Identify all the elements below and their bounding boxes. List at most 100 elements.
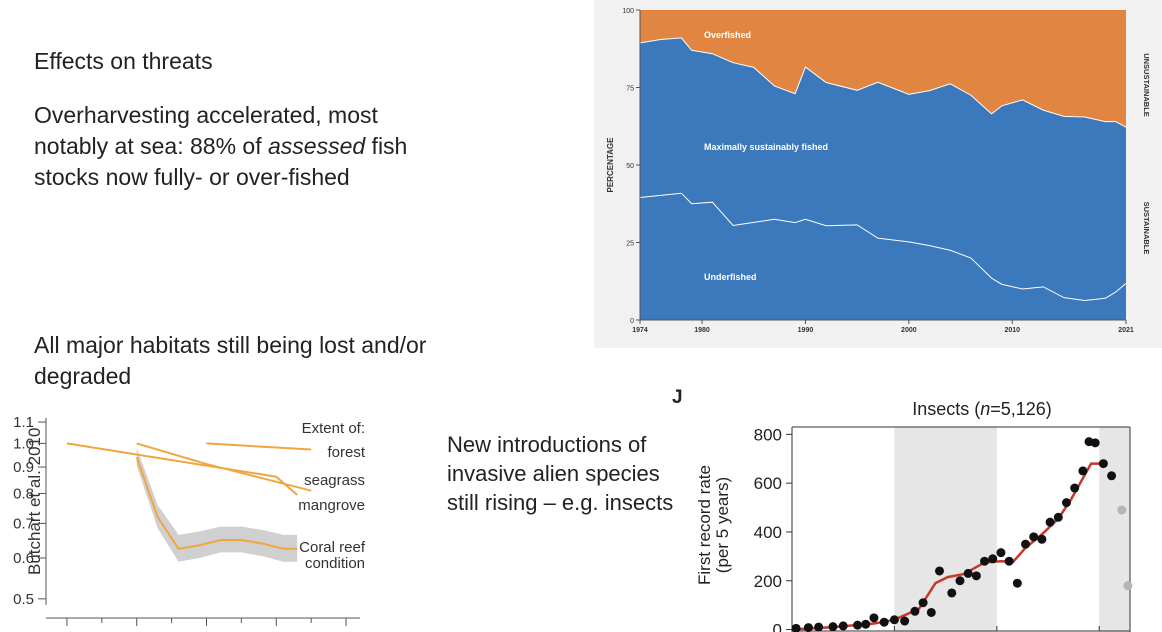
- p1-text-end: fish stocks now fully- or over-fished: [34, 133, 408, 190]
- habitat-y-tick-label: 1.1: [13, 414, 34, 431]
- insect-data-point: [1061, 498, 1071, 508]
- insect-data-point: [988, 554, 998, 564]
- insect-data-point: [869, 613, 879, 623]
- insect-y-label-line1: First record rate: [695, 465, 714, 585]
- insect-data-point: [1078, 466, 1088, 476]
- insect-data-point: [926, 607, 936, 617]
- habitat-lines: [66, 442, 312, 550]
- insect-chart-bands: [894, 427, 1130, 632]
- insect-data-point: [791, 623, 801, 632]
- insect-chart-axes: 0 200 400 600 800: [754, 425, 1131, 632]
- coral-reef-confidence-band: [136, 447, 298, 562]
- habitat-line-forest: [206, 442, 312, 451]
- habitat-y-tick-label: 1.0: [13, 435, 34, 452]
- fish-x-tick-label: 2000: [901, 327, 917, 334]
- insect-data-point: [1090, 438, 1100, 448]
- fish-chart-axes: 0 25 50 75 100 1974 1980 1990 2000 2010 2021: [622, 8, 1134, 334]
- insect-points: [791, 437, 1133, 632]
- insect-y-tick-label: 600: [754, 474, 782, 493]
- insect-data-point: [1037, 534, 1047, 544]
- insect-data-point: [1045, 517, 1055, 527]
- fish-y-axis-label: PERCENTAGE: [606, 137, 615, 193]
- insect-data-point: [1021, 539, 1031, 549]
- habitat-line-coral-reef: [135, 456, 298, 550]
- fish-x-tick-label: 1990: [798, 327, 814, 334]
- insect-data-point: [900, 616, 910, 626]
- insect-data-point: [828, 622, 838, 632]
- habitat-line-mangrove: [136, 442, 312, 492]
- insect-data-point: [1029, 532, 1039, 542]
- insect-data-point: [918, 598, 928, 608]
- insect-y-tick-label: 0: [773, 621, 782, 632]
- insect-shaded-band: [894, 427, 997, 632]
- insect-data-point: [814, 622, 824, 632]
- line-underfished-boundary: [639, 192, 1127, 301]
- fish-stocks-chart: 0 25 50 75 100 1974 1980 1990 2000 2010 2021 Overf…: [594, 0, 1162, 348]
- insect-data-point: [1107, 471, 1117, 481]
- habitat-y-tick-label: 0.5: [13, 591, 34, 608]
- habitat-chart-axes: 0.50.60.70.80.91.01.11970198019902000201…: [13, 414, 363, 632]
- side-label-sustainable: SUSTAINABLE: [1142, 202, 1151, 255]
- fish-x-tick-label: 2021: [1118, 327, 1134, 334]
- habitat-y-tick-label: 0.7: [13, 515, 34, 532]
- overharvesting-paragraph: Overharvesting accelerated, most notably…: [34, 100, 444, 193]
- p1-emphasis: assessed: [268, 133, 366, 159]
- legend-title: Extent of:: [302, 420, 365, 437]
- habitat-line-seagrass: [66, 442, 298, 496]
- invasive-species-paragraph: New introductions of invasive alien spec…: [447, 432, 674, 515]
- region-label-max-sustainable: Maximally sustainably fished: [704, 142, 828, 152]
- insect-introductions-chart: 0 200 400 600 800 J Insects (n=5,126) First …: [672, 387, 1133, 632]
- fish-y-tick-label: 75: [626, 86, 634, 93]
- p1-text-start: Overharvesting accelerated, most notably…: [34, 102, 378, 159]
- insect-data-point: [955, 576, 965, 586]
- insect-data-point: [853, 620, 863, 630]
- label-mangrove: mangrove: [298, 497, 365, 514]
- habitat-extent-chart: 0.50.60.70.80.91.01.11970198019902000201…: [13, 414, 366, 632]
- insect-data-point: [1053, 512, 1063, 522]
- insect-y-label-line2: (per 5 years): [713, 477, 732, 573]
- region-label-underfished: Underfished: [704, 272, 757, 282]
- fish-x-tick-label: 2010: [1004, 327, 1020, 334]
- panel-letter: J: [672, 387, 683, 408]
- insect-y-tick-label: 400: [754, 523, 782, 542]
- fish-y-tick-label: 0: [630, 318, 634, 325]
- insect-data-point: [803, 623, 813, 632]
- habitat-paragraph: All major habitats still being lost and/…: [34, 332, 427, 389]
- insect-data-point: [1098, 459, 1108, 469]
- fish-x-tick-label: 1974: [632, 327, 648, 334]
- insect-data-point: [996, 548, 1006, 558]
- insect-data-point: [1012, 578, 1022, 588]
- insect-data-point: [934, 566, 944, 576]
- insect-shaded-band: [1099, 427, 1130, 632]
- insect-y-tick-label: 200: [754, 572, 782, 591]
- insect-data-point: [861, 619, 871, 629]
- fish-chart-areas: [639, 10, 1127, 321]
- insect-y-tick-label: 800: [754, 425, 782, 444]
- label-coral-reef: Coral reef: [299, 539, 366, 556]
- insect-data-point: [838, 621, 848, 631]
- insect-data-point: [947, 588, 957, 598]
- slide-heading: Effects on threats: [34, 48, 213, 74]
- fish-x-tick-label: 1980: [694, 327, 710, 334]
- insect-data-point: [963, 568, 973, 578]
- insect-data-point: [889, 615, 899, 625]
- habitat-y-tick-label: 0.9: [13, 459, 34, 476]
- insect-data-point: [1004, 556, 1014, 566]
- label-condition: condition: [305, 555, 365, 572]
- side-label-unsustainable: UNSUSTAINABLE: [1142, 53, 1151, 117]
- fish-y-tick-label: 100: [622, 8, 634, 15]
- label-forest: forest: [327, 444, 365, 461]
- fish-y-tick-label: 25: [626, 241, 634, 248]
- insect-data-point: [980, 556, 990, 566]
- label-seagrass: seagrass: [304, 472, 365, 489]
- habitat-y-tick-label: 0.8: [13, 485, 34, 502]
- insect-data-point: [971, 571, 981, 581]
- line-overfished-boundary: [639, 37, 1127, 128]
- insect-data-point: [1070, 483, 1080, 493]
- insect-data-point: [910, 606, 920, 616]
- insect-data-point: [1123, 581, 1133, 591]
- habitat-y-tick-label: 0.6: [13, 550, 34, 567]
- insect-data-point: [1117, 505, 1127, 515]
- region-label-overfished: Overfished: [704, 30, 751, 40]
- area-sustainable: [640, 37, 1126, 321]
